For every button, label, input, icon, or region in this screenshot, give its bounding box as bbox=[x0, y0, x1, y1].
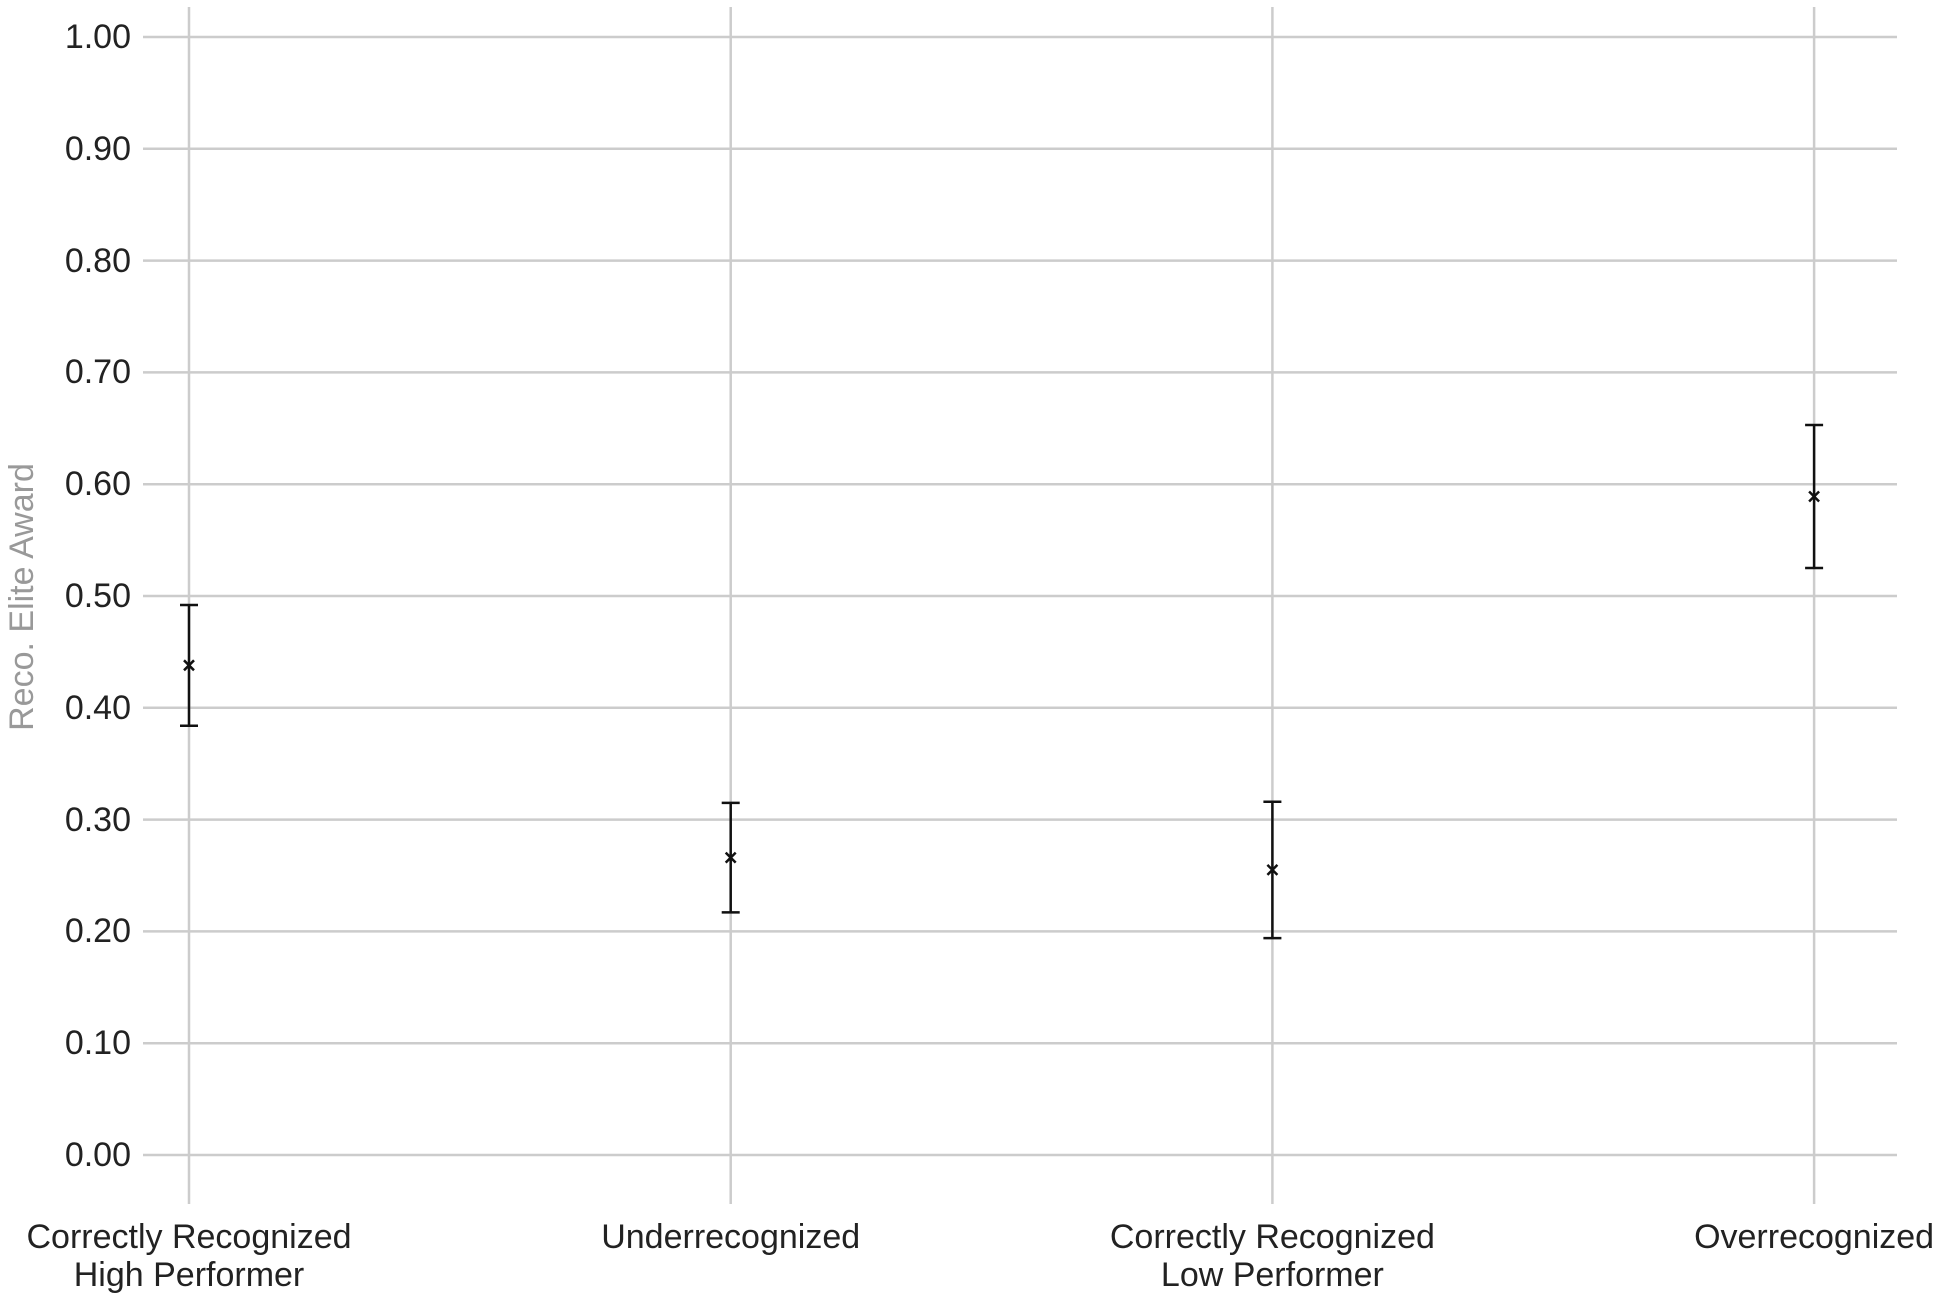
y-tick-label: 0.70 bbox=[64, 353, 131, 392]
y-tick-label: 0.20 bbox=[64, 912, 131, 951]
y-tick-label: 0.30 bbox=[64, 800, 131, 839]
point-stroke bbox=[724, 851, 737, 864]
y-tick-label: 0.00 bbox=[64, 1136, 131, 1174]
point-stroke bbox=[1266, 864, 1279, 876]
y-tick-label: 0.10 bbox=[64, 1024, 131, 1063]
x-tick-label: Overrecognized bbox=[1694, 1218, 1935, 1256]
x-tick-label: Correctly Recognized High Performer bbox=[26, 1218, 352, 1294]
point bbox=[724, 851, 737, 864]
y-tick-label: 1.00 bbox=[64, 18, 131, 56]
y-tick-label: 0.80 bbox=[64, 241, 131, 280]
y-tick-label: 0.50 bbox=[64, 577, 131, 615]
point-stroke bbox=[1808, 490, 1820, 503]
x-tick-label: Correctly Recognized Low Performer bbox=[1109, 1218, 1435, 1294]
y-tick-label: 0.60 bbox=[64, 465, 131, 504]
point-stroke bbox=[183, 659, 195, 672]
point bbox=[1266, 864, 1279, 876]
y-tick-label: 0.90 bbox=[64, 129, 131, 168]
point bbox=[183, 659, 195, 672]
y-tick-label: 0.40 bbox=[64, 688, 131, 727]
point bbox=[1808, 490, 1820, 503]
x-tick-label: Underrecognized bbox=[601, 1218, 861, 1256]
